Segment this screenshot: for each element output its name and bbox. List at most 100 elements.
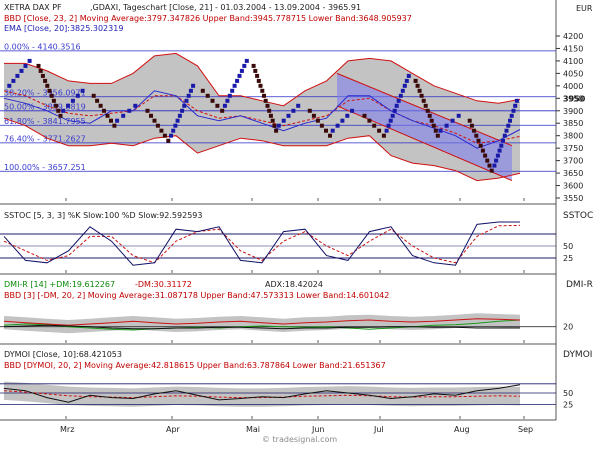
pnf-up-box bbox=[501, 138, 506, 143]
pnf-down-box bbox=[95, 98, 100, 103]
pnf-down-box bbox=[43, 78, 48, 83]
pnf-up-box bbox=[502, 133, 507, 138]
upper-band-line bbox=[4, 52, 521, 107]
pnf-up-box bbox=[450, 118, 455, 123]
pnf-up-box bbox=[404, 78, 409, 83]
pnf-down-box bbox=[109, 118, 113, 123]
pnf-down-box bbox=[472, 128, 477, 133]
pnf-down-box bbox=[251, 63, 256, 68]
pnf-up-box bbox=[230, 88, 235, 93]
pnf-down-box bbox=[413, 78, 418, 83]
moving-average-line bbox=[3, 90, 521, 144]
fib-label: 100.00% - 3657.251 bbox=[4, 163, 86, 172]
pnf-up-box bbox=[173, 123, 178, 128]
pnf-down-box bbox=[152, 118, 157, 123]
pnf-up-box bbox=[276, 123, 281, 128]
pnf-up-box bbox=[281, 118, 286, 123]
dmi-minus-line bbox=[3, 318, 521, 326]
pnf-down-box bbox=[433, 128, 438, 133]
pnf-down-box bbox=[256, 78, 261, 83]
x-axis-month-label: Apr bbox=[166, 425, 181, 434]
price-axis-label: 4050 bbox=[563, 69, 583, 78]
header-symbol: ,GDAXI, Tageschart [Close, 21] - 01.03.2… bbox=[90, 3, 361, 12]
pnf-down-box bbox=[478, 143, 483, 148]
pnf-up-box bbox=[508, 118, 512, 123]
pnf-down-box bbox=[56, 108, 61, 113]
pnf-up-box bbox=[335, 123, 340, 128]
pnf-down-box bbox=[328, 133, 332, 138]
pnf-up-box bbox=[291, 108, 296, 113]
bollinger-band-fill bbox=[4, 53, 520, 181]
dmi-pane-name: DMI-R bbox=[566, 280, 593, 290]
dymoi-bbd-legend: BBD [DYMOI, 20, 2] Moving Average:42.818… bbox=[4, 361, 386, 370]
sstoc-k-line bbox=[3, 221, 520, 266]
pnf-down-box bbox=[417, 88, 422, 93]
pnf-down-box bbox=[260, 88, 265, 93]
pnf-up-box bbox=[235, 78, 240, 83]
pnf-down-box bbox=[105, 113, 110, 118]
dmi-bbd-legend: BBD [3] [-DM, 20, 2] Moving Average:31.0… bbox=[4, 291, 389, 300]
dymoi-ma-line bbox=[3, 390, 521, 399]
dmi-minus-legend: -DM:30.31172 bbox=[135, 280, 192, 289]
pnf-down-box bbox=[112, 123, 117, 128]
pnf-up-box bbox=[7, 83, 12, 88]
pnf-down-box bbox=[427, 113, 432, 118]
pnf-up-box bbox=[177, 113, 182, 118]
pnf-down-box bbox=[487, 163, 492, 168]
pnf-down-box bbox=[38, 68, 43, 73]
x-axis-month-label: Mrz bbox=[60, 425, 74, 434]
pnf-up-box bbox=[227, 93, 232, 98]
sstoc-axis-label: 50 bbox=[563, 242, 573, 251]
price-axis-label: 3550 bbox=[563, 194, 583, 203]
x-axis-month-label: Aug bbox=[454, 425, 470, 434]
x-axis-month-label: Sep bbox=[518, 425, 533, 434]
pnf-down-box bbox=[431, 123, 436, 128]
fib-label: 38.20% - 3956.0971 bbox=[4, 88, 86, 97]
price-axis-label: 4100 bbox=[563, 57, 583, 66]
adx-legend: ADX:18.42024 bbox=[265, 280, 323, 289]
pnf-down-box bbox=[429, 118, 434, 123]
pnf-up-box bbox=[237, 73, 242, 78]
pnf-up-box bbox=[384, 128, 389, 133]
pnf-up-box bbox=[239, 68, 244, 73]
pnf-down-box bbox=[166, 138, 171, 143]
pnf-up-box bbox=[506, 123, 511, 128]
pnf-down-box bbox=[270, 118, 275, 123]
trend-channel bbox=[337, 73, 512, 181]
pnf-down-box bbox=[367, 118, 372, 123]
pnf-up-box bbox=[400, 88, 405, 93]
pnf-up-box bbox=[115, 118, 120, 123]
price-axis-label: 4000 bbox=[563, 82, 583, 91]
pnf-down-box bbox=[162, 133, 167, 138]
pnf-down-box bbox=[480, 148, 485, 153]
sstoc-legend: SSTOC [5, 3, 3] %K Slow:100 %D Slow:92.5… bbox=[4, 211, 202, 220]
pnf-up-box bbox=[497, 148, 502, 153]
pnf-down-box bbox=[258, 83, 263, 88]
pnf-up-box bbox=[244, 58, 249, 63]
pnf-down-box bbox=[155, 123, 160, 128]
pnf-up-box bbox=[23, 63, 28, 68]
pnf-down-box bbox=[485, 158, 490, 163]
pnf-up-box bbox=[509, 113, 514, 118]
pnf-up-box bbox=[394, 103, 399, 108]
price-axis-label: 3850 bbox=[563, 119, 583, 128]
pnf-up-box bbox=[169, 133, 173, 138]
pnf-down-box bbox=[102, 108, 106, 113]
pnf-down-box bbox=[415, 83, 420, 88]
pnf-up-box bbox=[11, 78, 16, 83]
pnf-down-box bbox=[435, 133, 440, 138]
pnf-up-box bbox=[495, 153, 500, 158]
adx-line bbox=[3, 324, 520, 330]
price-axis-label: 4200 bbox=[563, 32, 583, 41]
dmi-axis-label: 20 bbox=[563, 323, 573, 332]
pnf-up-box bbox=[182, 103, 187, 108]
pnf-up-box bbox=[340, 118, 345, 123]
price-axis-label: 3700 bbox=[563, 157, 583, 166]
pnf-up-box bbox=[188, 88, 193, 93]
pnf-up-box bbox=[513, 103, 518, 108]
pnf-down-box bbox=[372, 123, 377, 128]
pnf-up-box bbox=[66, 103, 71, 108]
currency-label: EUR bbox=[576, 4, 593, 13]
